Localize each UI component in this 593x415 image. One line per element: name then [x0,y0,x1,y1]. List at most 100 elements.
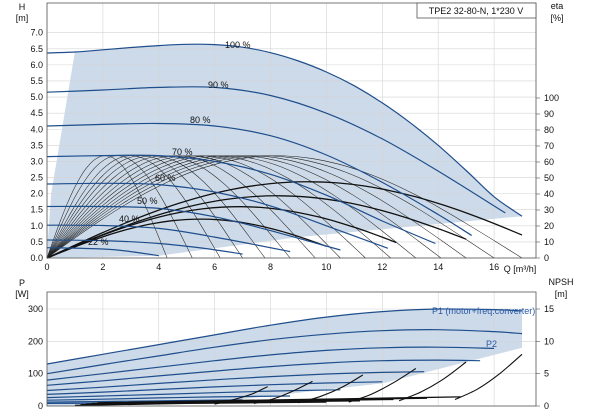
x-tick-label: 12 [377,262,387,272]
power-curve [46,399,243,403]
operating-area [47,44,522,258]
y2-tick-label: 10 [544,237,554,247]
left-axis-title: H [19,2,26,12]
bottom-left-axis-title: P [19,278,25,288]
efficiency-curve-bold [46,181,523,259]
efficiency-curve [46,155,523,259]
y2-tick-label: 40 [544,189,554,199]
right-axis-unit: [%] [550,13,563,23]
y-tick-label: 3.0 [30,156,43,166]
power-curve [46,359,481,386]
y-tick-label: 1.5 [30,205,43,215]
head-curves: 100 % 90 % 80 % 70 % 60 % 50 % 40 % 22 % [46,40,523,257]
right-axis-title: eta [551,1,564,11]
efficiency-curves [46,155,523,259]
p-tick-label: 0 [38,401,43,411]
head-curve-label: 100 % [225,40,251,50]
head-curve-label: 90 % [208,80,229,90]
operating-area-top [47,44,522,258]
y-tick-label: 4.0 [30,124,43,134]
y-tick-label: 2.0 [30,189,43,199]
power-curve [46,381,383,395]
p-tick-label: 100 [28,369,43,379]
head-curve [46,43,523,217]
efficiency-curve [46,155,243,259]
p-tick-label: 200 [28,336,43,346]
x-tick-label: 2 [100,262,105,272]
y-tick-label: 0.5 [30,237,43,247]
x-tick-label: 8 [268,262,273,272]
y2-tick-label: 80 [544,125,554,135]
x-tick-label: 0 [44,262,49,272]
head-curve [46,239,243,255]
y2-tick-label: 30 [544,205,554,215]
y-tick-label: 3.5 [30,140,43,150]
head-curve [46,182,389,249]
bottom-right-axis-unit: [m] [555,289,568,299]
chart-title-box: TPE2 32-80-N, 1*230 V [416,2,537,19]
y-tick-label: 7.0 [30,28,43,38]
y2-tick-label: 20 [544,221,554,231]
bottom-plot-frame [46,291,537,407]
p1-annotation: P1 (motor+freq.converter) [432,306,535,316]
y-tick-label: 6.0 [30,60,43,70]
operating-area-bottom [47,309,522,406]
npsh-curve [454,353,523,400]
head-curve-label: 60 % [155,173,176,183]
x-tick-label: 16 [489,262,499,272]
power-curve [46,389,341,399]
p-tick-label: 300 [28,304,43,314]
y-tick-label: 4.5 [30,108,43,118]
y2-tick-label: 70 [544,141,554,151]
npsh-tick-label: 15 [544,304,554,314]
power-curve [46,329,523,375]
top-plot-frame [46,2,537,259]
power-area [47,309,522,406]
efficiency-curve-bold [46,195,467,259]
x-tick-label: 10 [321,262,331,272]
head-curve [46,86,506,214]
head-curve [46,205,341,251]
npsh-tick-label: 5 [544,369,549,379]
bottom-right-axis-title: NPSH [548,277,573,287]
bottom-left-axis-unit: [W] [15,289,29,299]
y2-tick-label: 100 [544,93,559,103]
head-curve-label: 80 % [190,115,211,125]
efficiency-curve-bold [46,206,397,259]
head-curve-label: 22 % [88,237,109,247]
x-tick-label: 6 [212,262,217,272]
head-curve [46,154,436,245]
npsh-curves [74,353,523,407]
y-tick-label: 2.5 [30,173,43,183]
power-curve [46,346,495,381]
x-axis-label: Q [m³/h] [504,264,537,274]
y-tick-label: 5.0 [30,92,43,102]
head-curve-label: 70 % [172,147,193,157]
power-curve [46,371,425,392]
y-tick-label: 6.5 [30,44,43,54]
power-curve [46,308,523,365]
head-curve [46,224,291,253]
y-tick-label: 1.0 [30,221,43,231]
npsh-tick-label: 10 [544,336,554,346]
head-curve-label: 50 % [137,196,158,206]
efficiency-curve [46,155,221,259]
y2-tick-label: 90 [544,109,554,119]
head-curve [46,122,473,237]
x-tick-label: 4 [156,262,161,272]
chart-title: TPE2 32-80-N, 1*230 V [429,6,524,16]
y2-tick-label: 60 [544,157,554,167]
y-tick-label: 0.0 [30,253,43,263]
p2-annotation: P2 [486,339,497,349]
npsh-tick-label: 0 [544,401,549,411]
npsh-curve [398,361,467,402]
npsh-base-curve [97,396,461,404]
head-curve-label: 40 % [119,214,140,224]
y2-tick-label: 50 [544,173,554,183]
head-curve [46,247,159,257]
x-tick-label: 14 [433,262,443,272]
power-curves [46,308,523,404]
y-tick-label: 5.5 [30,76,43,86]
y2-tick-label: 0 [544,253,549,263]
